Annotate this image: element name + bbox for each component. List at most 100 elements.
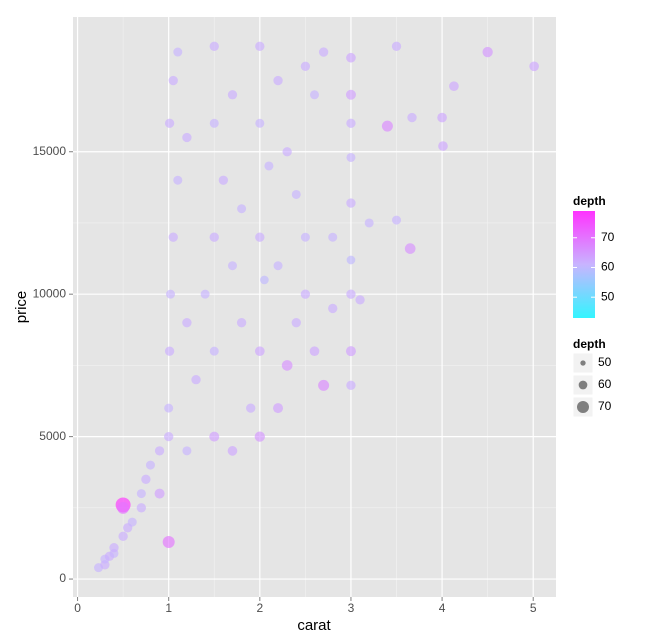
point [200,289,210,299]
point [318,47,329,57]
point [273,261,283,271]
point [345,89,356,100]
point [346,118,356,128]
point [273,403,284,414]
point [236,318,247,328]
point [407,112,417,123]
point [141,474,151,485]
point [346,289,356,299]
point [328,232,338,242]
point [164,431,174,442]
point [281,360,293,371]
point [264,161,274,171]
point [273,75,283,86]
y-tick-label: 5000 [39,429,66,443]
x-tick-label: 4 [439,601,446,615]
color-bar [573,211,595,318]
point [364,218,374,228]
x-tick-label: 1 [165,601,172,615]
point [254,346,265,356]
point [309,346,320,356]
point [136,503,147,513]
x-tick-label: 5 [530,601,537,615]
point [355,295,365,305]
y-tick-label: 0 [59,571,66,585]
color-legend-title: depth [573,194,606,208]
point [346,152,356,162]
point [346,255,356,265]
panel [73,17,556,597]
point [255,232,265,242]
size-key [577,401,589,413]
point [381,120,393,132]
point [282,147,292,157]
point [117,501,130,514]
point [438,141,448,151]
point [154,446,165,456]
point [168,75,178,86]
point [145,460,155,470]
point [449,81,459,92]
point [162,536,175,549]
point [391,41,402,52]
y-tick-label: 10000 [33,286,67,300]
size-legend-title: depth [573,337,606,351]
point [254,431,265,442]
point [173,175,183,185]
point [209,431,220,442]
point [346,52,356,63]
point [164,403,174,413]
y-axis-title: price [13,291,30,324]
color-legend-label: 60 [601,260,615,274]
point [318,379,330,391]
color-legend-label: 50 [601,289,615,303]
x-tick-label: 0 [74,601,81,615]
point [164,346,175,356]
point [404,243,416,254]
size-key [578,380,588,390]
point [246,403,256,413]
point [109,543,119,553]
size-key [580,360,586,366]
point [227,261,237,271]
x-axis-title: carat [297,617,331,634]
point [166,289,176,299]
size-legend-label: 60 [598,377,612,391]
point [437,112,447,123]
point [291,189,301,199]
point [209,41,219,52]
point [227,90,238,100]
point [182,132,192,143]
point [529,61,539,72]
point [173,47,183,57]
point [218,175,229,185]
point [345,346,356,357]
point [164,118,175,128]
point [392,215,402,225]
point [328,303,338,314]
point [168,232,178,242]
point [118,531,128,541]
point [300,61,311,71]
point [127,517,137,527]
point [291,318,301,328]
point [136,489,146,499]
point [300,289,311,299]
x-tick-label: 3 [348,601,355,615]
x-tick-label: 2 [256,601,263,615]
point [346,198,356,208]
color-legend-label: 70 [601,230,615,244]
point [255,118,265,128]
point [209,346,219,356]
point [300,232,310,242]
y-tick-label: 15000 [33,144,67,158]
point [209,118,219,128]
point [237,204,247,214]
point [482,46,493,58]
point [310,90,319,100]
point [154,488,165,499]
point [346,380,356,391]
size-legend-label: 50 [598,355,612,369]
point [260,275,269,285]
